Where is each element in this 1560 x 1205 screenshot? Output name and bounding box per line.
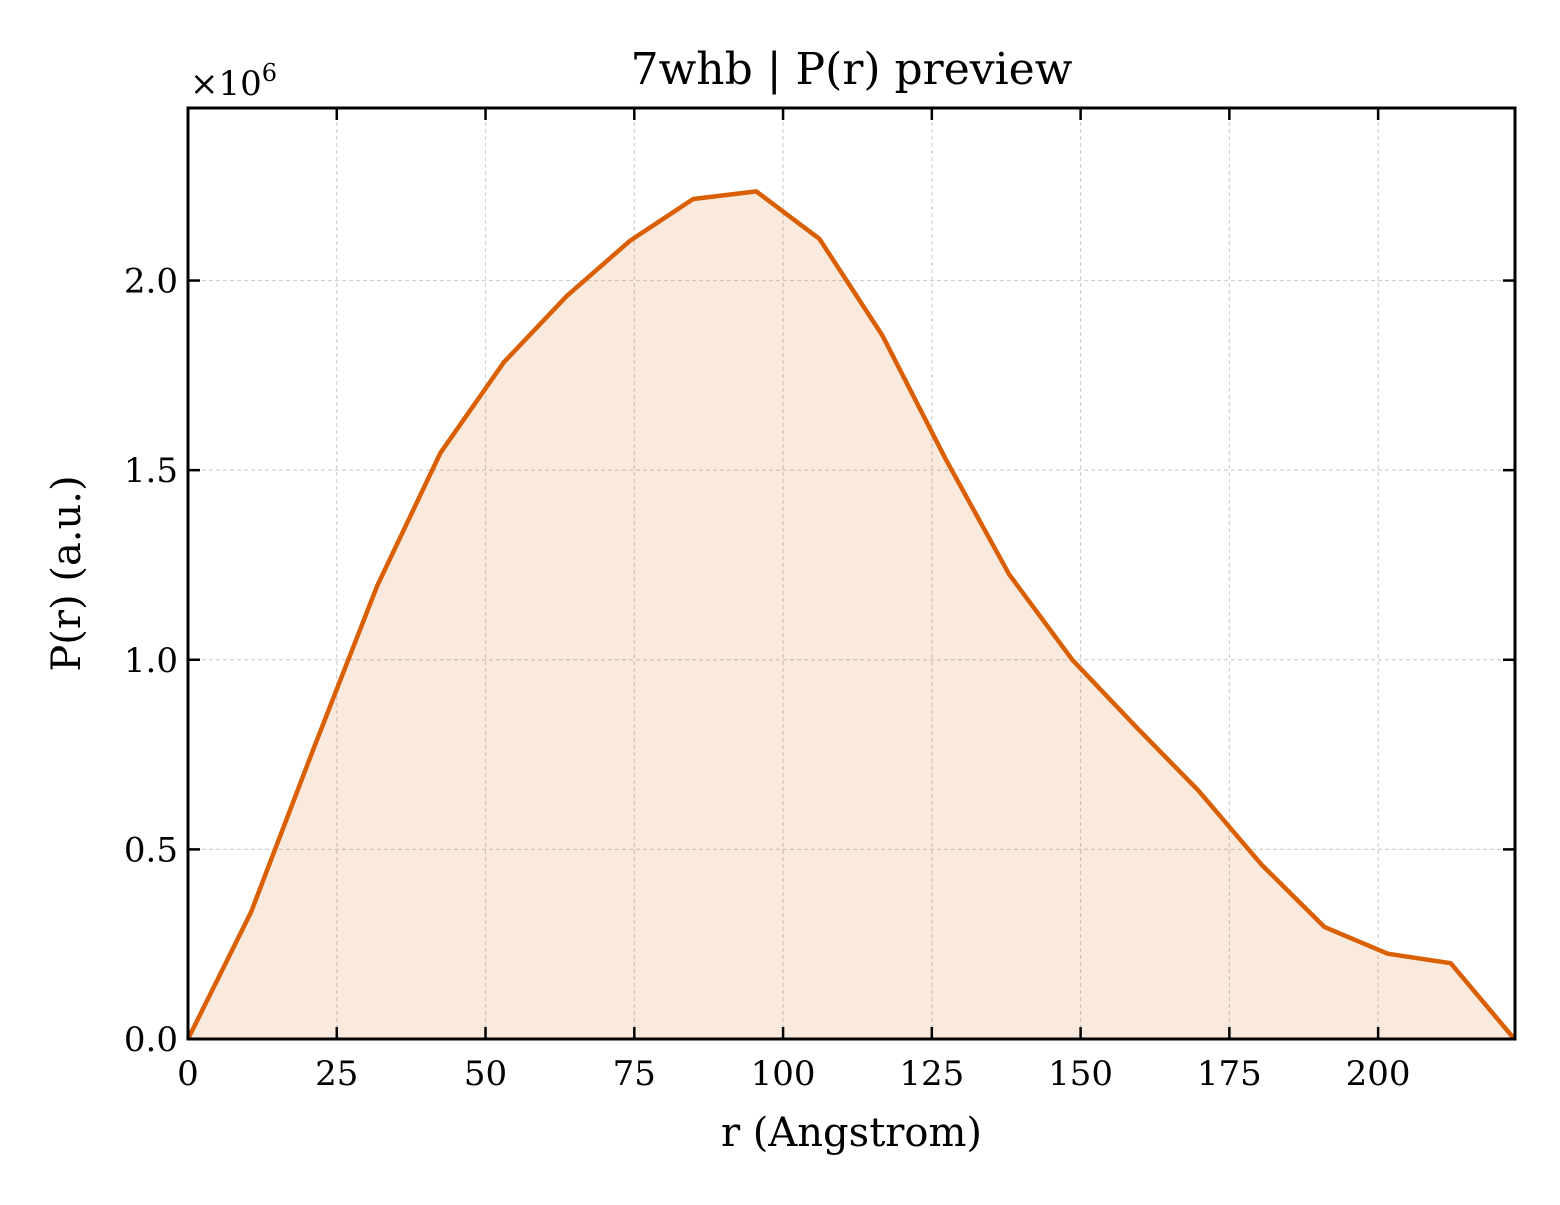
x-tick-label: 200 — [1346, 1054, 1411, 1094]
x-tick-label: 50 — [464, 1054, 507, 1094]
y-tick-label: 0.0 — [124, 1020, 178, 1060]
series-area-fill — [188, 191, 1515, 1039]
area-layer — [188, 191, 1515, 1039]
x-tick-label: 150 — [1048, 1054, 1113, 1094]
y-tick-label: 2.0 — [124, 262, 178, 302]
y-axis-label: P(r) (a.u.) — [44, 475, 90, 671]
x-tick-label: 100 — [751, 1054, 816, 1094]
y-axis-offset-label: ×106 — [190, 59, 277, 104]
tick-layer: 0 25 50 75 100 125 150 175 200 0.0 0.5 1.0 1.5 2.0 — [124, 108, 1515, 1094]
x-tick-label: 175 — [1197, 1054, 1262, 1094]
y-tick-label: 1.0 — [124, 641, 178, 681]
x-tick-label: 25 — [315, 1054, 358, 1094]
plot-frame — [186, 106, 1517, 1041]
y-tick-label: 1.5 — [124, 451, 178, 491]
x-tick-label: 0 — [177, 1054, 199, 1094]
series-line — [185, 189, 1517, 1041]
x-tick-label: 125 — [899, 1054, 964, 1094]
y-offset-exponent: 6 — [262, 59, 277, 87]
y-tick-label: 0.5 — [124, 830, 178, 870]
x-tick-label: 75 — [613, 1054, 656, 1094]
line-layer — [185, 189, 1517, 1041]
x-axis-label: r (Angstrom) — [721, 1110, 982, 1156]
grid-layer — [188, 108, 1515, 1039]
y-offset-base: ×10 — [190, 64, 262, 104]
chart-title: 7whb | P(r) preview — [631, 44, 1073, 95]
